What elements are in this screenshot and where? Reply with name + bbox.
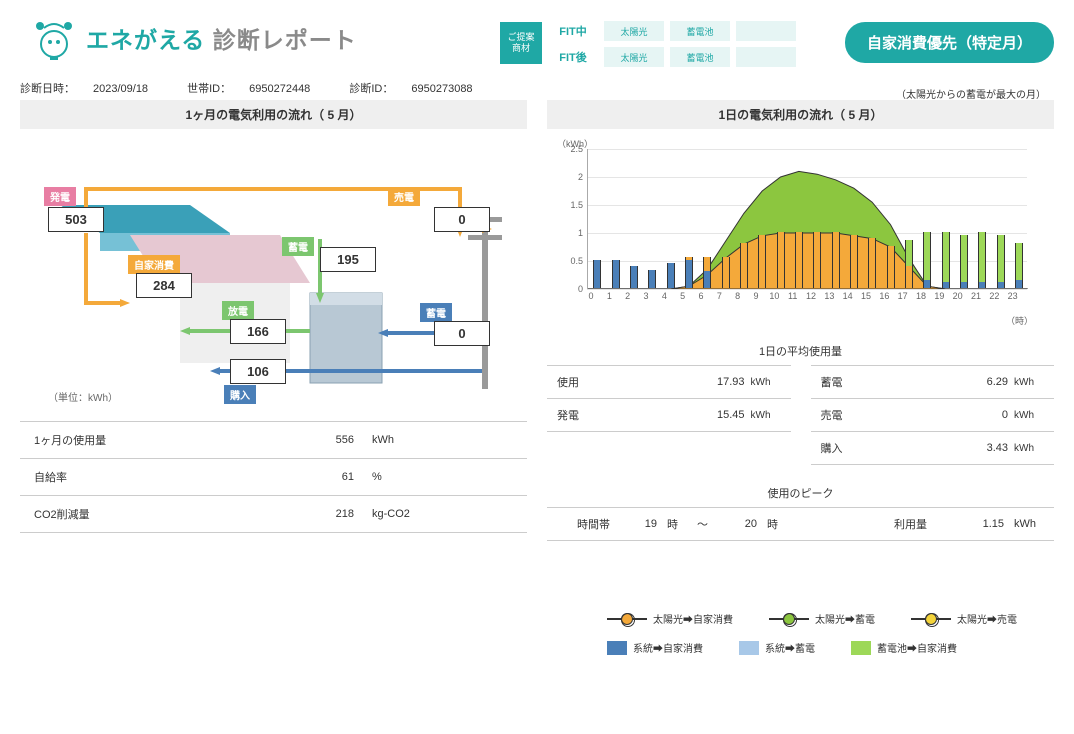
- legend-item: 太陽光➡蓄電: [769, 611, 875, 626]
- table-row: 売電0kWh: [811, 399, 1055, 432]
- chart-bar: [887, 246, 895, 288]
- table-row: 購入3.43kWh: [811, 432, 1055, 465]
- fit-cell: 太陽光: [604, 47, 664, 67]
- avg-right-table: 蓄電6.29kWh売電0kWh購入3.43kWh: [811, 365, 1055, 465]
- avg-left-table: 使用17.93kWh発電15.45kWh: [547, 365, 791, 465]
- avg-title: 1日の平均使用量: [547, 343, 1054, 359]
- legend: 太陽光➡自家消費 太陽光➡蓄電 太陽光➡売電 系統➡自家消費 系統➡蓄電 蓄電池➡自家消…: [547, 611, 1054, 655]
- chart-bar: [648, 270, 656, 288]
- chart-bar: [740, 243, 748, 288]
- legend-item: 太陽光➡売電: [911, 611, 1017, 626]
- peak-table: 時間帯 19 時 ～ 20 時 利用量 1.15 kWh: [547, 507, 1054, 541]
- table-row: 自給率61%: [20, 459, 527, 496]
- chart-bar: [850, 235, 858, 288]
- chart-bar: [868, 238, 876, 288]
- table-row: CO2削減量218kg-CO2: [20, 496, 527, 533]
- header: エネがえる 診断レポート 診断日時：2023/09/18 世帯ID：695027…: [0, 0, 1074, 100]
- chart-bar: [630, 266, 638, 288]
- chart-bar: [832, 232, 840, 288]
- chart-bar: [960, 235, 968, 288]
- unit-note: （単位：kWh）: [48, 389, 118, 404]
- legend-item: 系統➡蓄電: [739, 640, 815, 655]
- chart-bar: [905, 240, 913, 288]
- label-sell: 売電: [388, 187, 420, 206]
- val-sell: 0: [434, 207, 490, 232]
- daily-chart: （kWh） 00.511.522.5 012345678910111213141…: [547, 143, 1037, 323]
- fit-cell: [736, 21, 796, 41]
- chart-bar: [942, 232, 950, 288]
- legend-item: 太陽光➡自家消費: [607, 611, 733, 626]
- chart-bar: [777, 232, 785, 288]
- label-discharge: 放電: [222, 301, 254, 320]
- logo-text: エネがえる 診断レポート: [86, 21, 357, 55]
- peak-qty-label: 利用量: [894, 516, 944, 532]
- table-row: 1ヶ月の使用量556kWh: [20, 421, 527, 459]
- chart-bar: [813, 232, 821, 288]
- peak-title: 使用のピーク: [547, 485, 1054, 501]
- fit-cell: [736, 47, 796, 67]
- chart-bar: [612, 260, 620, 288]
- label-buy: 購入: [224, 385, 256, 404]
- mode-badge: 自家消費優先（特定月）: [845, 22, 1054, 63]
- table-row: 発電15.45kWh: [547, 399, 791, 432]
- chart-bar: [758, 235, 766, 288]
- chart-bar: [997, 235, 1005, 288]
- legend-item: 系統➡自家消費: [607, 640, 703, 655]
- chart-bar: [978, 232, 986, 288]
- chart-bar: [923, 232, 931, 288]
- chart-bar: [703, 257, 711, 288]
- peak-range-label: 時間帯: [557, 516, 617, 532]
- right-column: 1日の電気利用の流れ（ 5 月） （kWh） 00.511.522.5 0123…: [547, 100, 1054, 669]
- val-discharge: 166: [230, 319, 286, 344]
- chart-bar: [1015, 243, 1023, 288]
- val-self: 284: [136, 273, 192, 298]
- chart-bar: [722, 257, 730, 288]
- chart-bar: [685, 257, 693, 288]
- logo: エネがえる 診断レポート: [30, 14, 357, 62]
- table-row: 使用17.93kWh: [547, 365, 791, 399]
- label-store: 蓄電: [420, 303, 452, 322]
- logo-icon: [30, 14, 78, 62]
- meta: 診断日時：2023/09/18 世帯ID：6950272448 診断ID：695…: [20, 80, 509, 96]
- chart-bar: [667, 263, 675, 288]
- mode-note: （太陽光からの蓄電が最大の月）: [896, 86, 1046, 101]
- val-store: 0: [434, 321, 490, 346]
- proposal-tag: ご提案 商材: [500, 22, 542, 64]
- chart-bar: [795, 232, 803, 288]
- left-column: 1ヶ月の電気利用の流れ（ 5 月）: [20, 100, 527, 669]
- label-charge: 蓄電: [282, 237, 314, 256]
- fit-grid: FIT中 太陽光 蓄電池 FIT後 太陽光 蓄電池: [548, 20, 796, 72]
- left-table: 1ヶ月の使用量556kWh自給率61%CO2削減量218kg-CO2: [20, 421, 527, 533]
- legend-item: 蓄電池➡自家消費: [851, 640, 957, 655]
- val-buy-lower: 106: [230, 359, 286, 384]
- chart-bar: [593, 260, 601, 288]
- fit-after-label: FIT後: [548, 49, 598, 65]
- label-gen: 発電: [44, 187, 76, 206]
- flow-diagram: 発電 503 自家消費 284 放電 166 106 購入 蓄電 195 売電 …: [20, 143, 510, 403]
- left-title: 1ヶ月の電気利用の流れ（ 5 月）: [20, 100, 527, 129]
- fit-cell: 太陽光: [604, 21, 664, 41]
- fit-cell: 蓄電池: [670, 47, 730, 67]
- fit-cell: 蓄電池: [670, 21, 730, 41]
- table-row: 蓄電6.29kWh: [811, 365, 1055, 399]
- val-charge: 195: [320, 247, 376, 272]
- label-self: 自家消費: [128, 255, 180, 274]
- x-axis-label: （時）: [1006, 314, 1033, 327]
- val-gen: 503: [48, 207, 104, 232]
- fit-mid-label: FIT中: [548, 23, 598, 39]
- right-title: 1日の電気利用の流れ（ 5 月）: [547, 100, 1054, 129]
